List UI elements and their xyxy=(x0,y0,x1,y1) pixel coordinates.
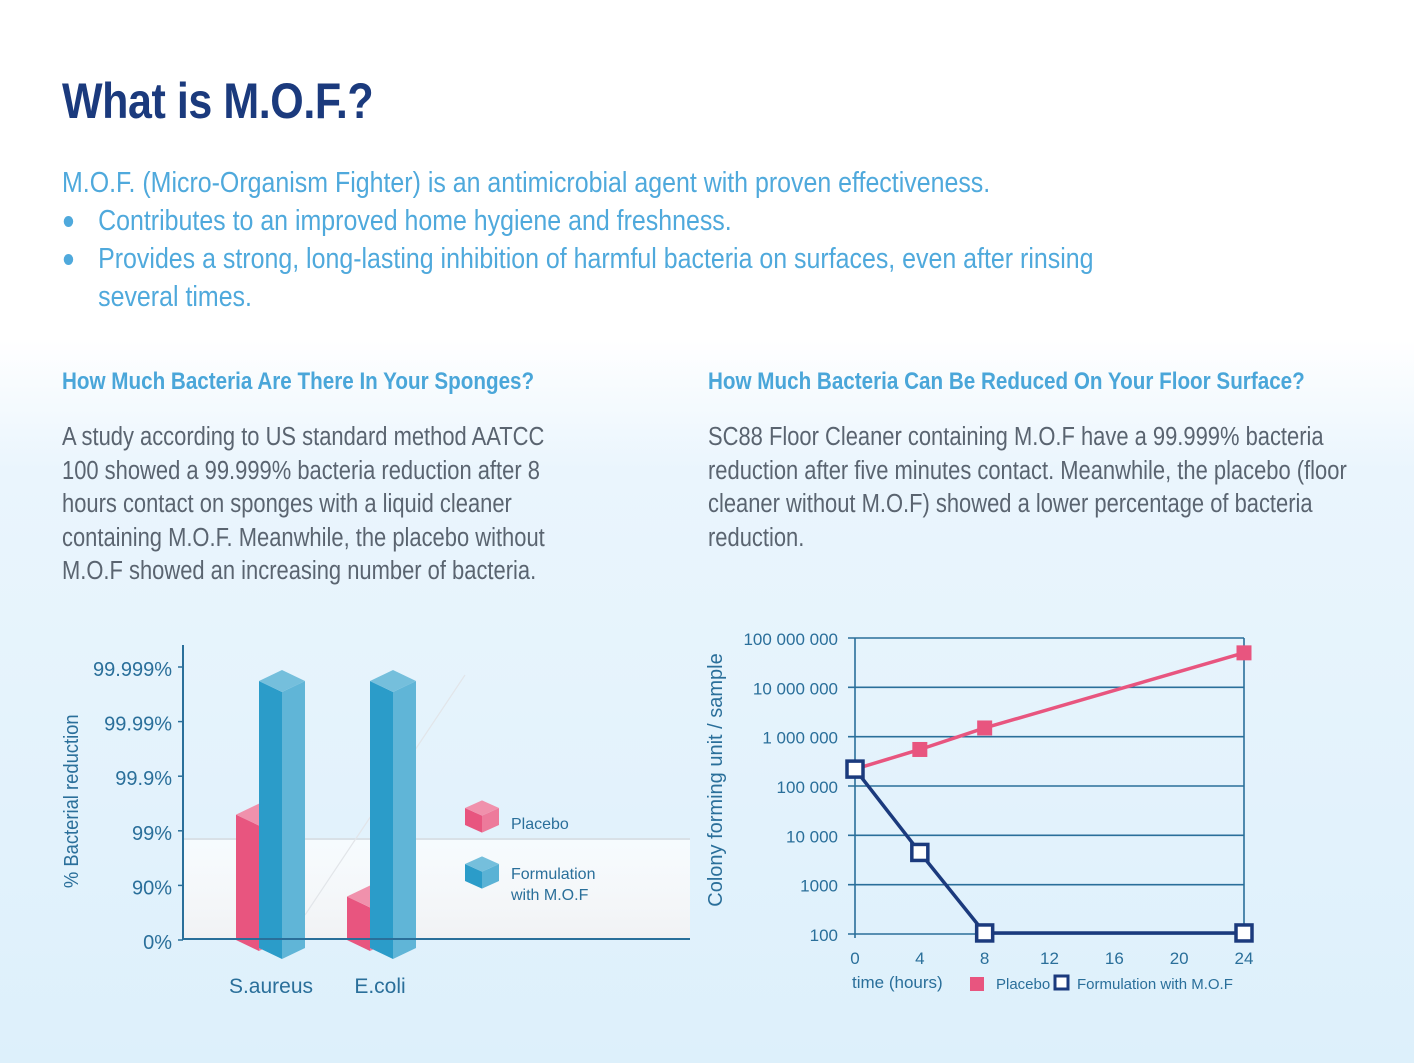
line-legend-mof-swatch xyxy=(1053,974,1070,991)
bar-y-tick-label: 99% xyxy=(132,823,172,845)
line-y-tick-label: 100 xyxy=(810,926,838,945)
intro-bullet-item: Contributes to an improved home hygiene … xyxy=(62,202,1137,240)
bar-mof-saureus-top xyxy=(259,670,305,692)
line-x-tick-label: 16 xyxy=(1105,949,1124,968)
placebo-data-point xyxy=(847,761,863,777)
bar-mof-ecoli-front xyxy=(370,681,393,959)
floor-heading: How Much Bacteria Can Be Reduced On Your… xyxy=(708,368,1305,395)
bar-mof-ecoli-top xyxy=(370,670,416,692)
mof-series-line xyxy=(853,768,1244,935)
legend-placebo-label: Placebo xyxy=(511,816,569,833)
mof-data-point xyxy=(910,842,930,863)
line-x-tick-label: 8 xyxy=(980,949,989,968)
bar-placebo-ecoli-front xyxy=(347,896,370,951)
line-x-tick-label: 0 xyxy=(850,949,859,968)
mof-data-point xyxy=(974,923,995,943)
legend-placebo-swatch-top xyxy=(465,800,499,816)
bar-placebo-saureus-top xyxy=(236,803,282,826)
bar-category-label: S.aureus xyxy=(229,975,313,998)
intro-bullet-item: Provides a strong, long-lasting inhibiti… xyxy=(62,240,1137,316)
line-y-tick-label: 1000 xyxy=(800,877,838,896)
intro-lead: M.O.F. (Micro-Organism Fighter) is an an… xyxy=(62,167,991,199)
intro-bullet-list: Contributes to an improved home hygiene … xyxy=(62,202,1137,316)
bar-y-tick-label: 99.999% xyxy=(93,659,172,681)
legend-placebo-swatch-front xyxy=(465,808,482,833)
line-y-tick-label: 100 000 xyxy=(777,778,838,797)
line-legend-mof-label: Formulation with M.O.F xyxy=(1077,976,1233,993)
legend-mof-label-line: with M.O.F xyxy=(510,887,589,904)
bar-placebo-ecoli-side xyxy=(370,896,393,951)
placebo-data-point xyxy=(912,741,928,757)
line-legend-placebo-swatch xyxy=(970,977,984,991)
line-y-tick-label: 10 000 000 xyxy=(753,679,838,698)
legend-mof-swatch-front xyxy=(465,864,482,889)
mof-data-point xyxy=(845,759,865,779)
line-legend-placebo-label: Placebo xyxy=(996,976,1050,993)
legend-mof-label-line: Formulation xyxy=(511,866,595,883)
legend-mof-swatch-top xyxy=(465,856,499,872)
intro-block: M.O.F. (Micro-Organism Fighter) is an an… xyxy=(62,164,1137,316)
legend-placebo-swatch-side xyxy=(482,808,499,833)
placebo-data-point xyxy=(977,720,993,736)
bar-mof-saureus-side xyxy=(282,681,305,959)
bar-category-label: E.coli xyxy=(354,975,405,998)
line-x-axis-label: time (hours) xyxy=(852,973,943,992)
bar-y-axis-label: % Bacterial reduction xyxy=(61,714,83,888)
chart-perspective-line xyxy=(304,674,466,916)
placebo-series-line xyxy=(854,651,1245,771)
bar-y-tick-label: 99.9% xyxy=(115,768,172,790)
mof-data-point xyxy=(1234,923,1254,943)
bar-y-tick-label: 90% xyxy=(132,877,172,899)
floor-description: SC88 Floor Cleaner containing M.O.F have… xyxy=(708,423,1347,552)
bullet-dot-icon xyxy=(63,254,74,265)
sponges-heading: How Much Bacteria Are There In Your Spon… xyxy=(62,368,535,395)
bar-placebo-ecoli-top xyxy=(347,885,393,908)
line-x-tick-label: 4 xyxy=(915,949,924,968)
intro-bullet-text: Provides a strong, long-lasting inhibiti… xyxy=(98,243,1094,313)
sponges-description: A study according to US standard method … xyxy=(62,423,545,585)
bar-y-tick-label: 99.99% xyxy=(104,714,172,736)
bar-placebo-saureus-front xyxy=(236,814,259,951)
bar-mof-saureus-front xyxy=(259,681,282,959)
bar-placebo-saureus-side xyxy=(259,814,282,951)
legend-mof-swatch-side xyxy=(482,864,499,889)
placebo-data-point xyxy=(1236,645,1252,661)
line-x-tick-label: 20 xyxy=(1170,949,1189,968)
line-y-tick-label: 1 000 000 xyxy=(762,729,838,748)
bullet-dot-icon xyxy=(63,216,74,227)
page-title: What is M.O.F.? xyxy=(62,73,374,129)
bar-y-tick-label: 0% xyxy=(143,932,172,954)
line-x-tick-label: 12 xyxy=(1040,949,1059,968)
chart-floor xyxy=(183,840,690,939)
line-y-tick-label: 10 000 xyxy=(786,827,838,846)
line-y-axis-label: Colony forming unit / sample xyxy=(705,653,727,906)
intro-bullet-text: Contributes to an improved home hygiene … xyxy=(98,205,732,237)
line-y-tick-label: 100 000 000 xyxy=(743,630,838,649)
bar-mof-ecoli-side xyxy=(393,681,416,959)
line-x-tick-label: 24 xyxy=(1235,949,1254,968)
